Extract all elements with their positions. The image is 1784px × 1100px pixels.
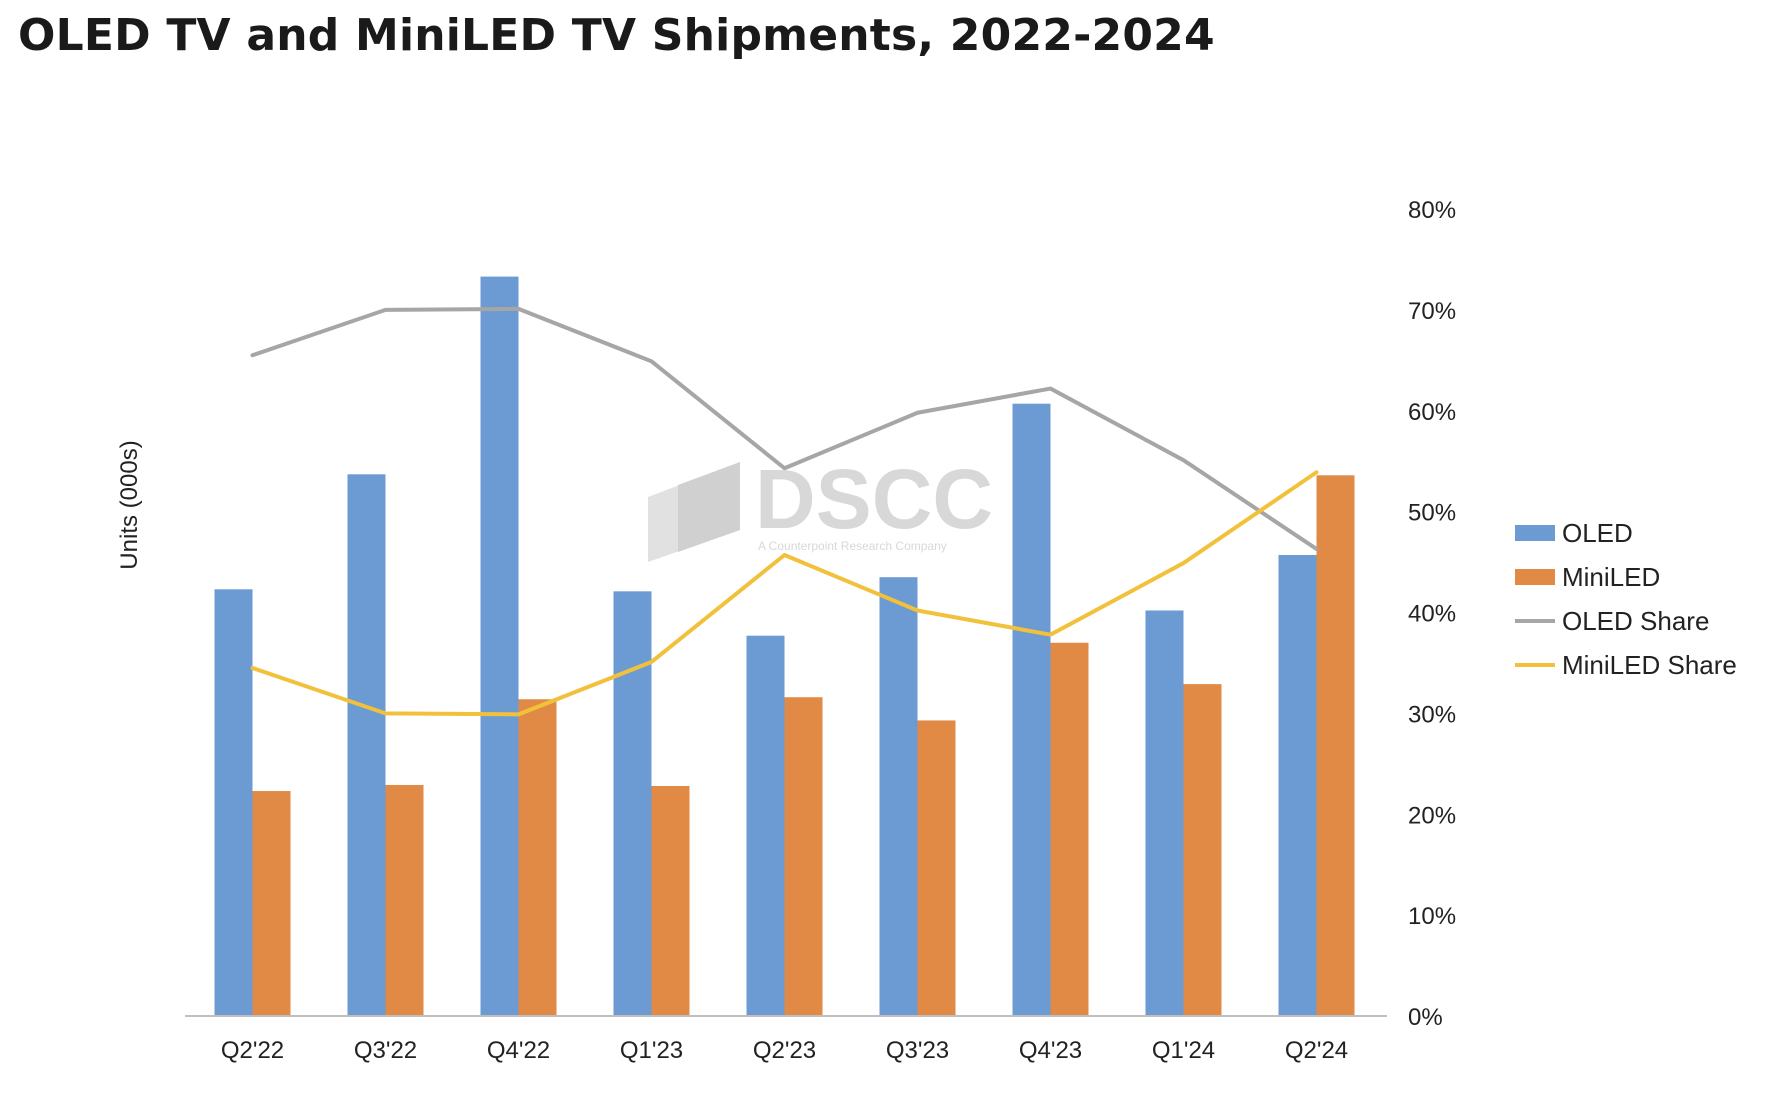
bar-miniled-6 — [1050, 642, 1089, 1016]
bar-oled-0 — [214, 589, 253, 1016]
watermark: DSCC A Counterpoint Research Company — [648, 452, 993, 562]
legend-swatch-miniled — [1515, 569, 1555, 585]
y-axis-label: Units (000s) — [116, 440, 143, 569]
y2-tick-label: 30% — [1408, 701, 1456, 728]
x-tick-label: Q1'24 — [1152, 1037, 1215, 1064]
x-tick-label: Q2'24 — [1285, 1037, 1348, 1064]
x-axis-ticks: Q2'22 Q3'22 Q4'22 Q1'23 Q2'23 Q3'23 Q4'23 Q1'24… — [221, 1037, 1348, 1064]
y2-tick-label: 60% — [1408, 399, 1456, 426]
y2-tick-label: 10% — [1408, 903, 1456, 930]
bar-miniled-0 — [252, 791, 291, 1016]
y2-tick-label: 20% — [1408, 802, 1456, 829]
x-tick-label: Q2'23 — [753, 1037, 816, 1064]
bar-oled-8 — [1278, 555, 1317, 1016]
bar-oled-5 — [879, 577, 918, 1016]
x-tick-label: Q4'23 — [1019, 1037, 1082, 1064]
line-miniled-share — [250, 470, 1319, 717]
watermark-brand: DSCC — [755, 452, 993, 546]
bar-oled-6 — [1012, 403, 1051, 1017]
bar-oled-7 — [1145, 610, 1184, 1016]
legend-label-miniled-share: MiniLED Share — [1562, 650, 1737, 680]
bar-oled-2 — [480, 276, 519, 1016]
line-oled-share — [250, 306, 1319, 551]
bar-miniled-7 — [1183, 684, 1222, 1016]
y2-tick-label: 50% — [1408, 500, 1456, 527]
y2-tick-label: 0% — [1408, 1004, 1443, 1031]
bar-miniled-2 — [518, 699, 557, 1016]
bar-oled-4 — [746, 635, 785, 1016]
watermark-logo-shade-icon — [678, 462, 740, 552]
bar-oled-3 — [613, 591, 652, 1016]
legend-label-miniled: MiniLED — [1562, 562, 1660, 592]
bar-miniled-1 — [385, 784, 424, 1016]
bars-layer — [214, 276, 1355, 1017]
x-tick-label: Q2'22 — [221, 1037, 284, 1064]
legend-swatch-oled — [1515, 525, 1555, 541]
y2-axis-ticks: 0% 10% 20% 30% 40% 50% 60% 70% 80% — [1408, 197, 1456, 1031]
x-tick-label: Q3'22 — [354, 1037, 417, 1064]
bar-miniled-4 — [784, 697, 823, 1016]
bar-oled-1 — [347, 474, 386, 1016]
x-tick-label: Q1'23 — [620, 1037, 683, 1064]
legend-label-oled: OLED — [1562, 518, 1633, 548]
y2-tick-label: 40% — [1408, 601, 1456, 628]
legend: OLED MiniLED OLED Share MiniLED Share — [1515, 518, 1737, 680]
bar-miniled-3 — [651, 786, 690, 1016]
bar-miniled-5 — [917, 720, 956, 1016]
y2-tick-label: 80% — [1408, 197, 1456, 224]
lines-layer — [250, 306, 1319, 717]
y2-tick-label: 70% — [1408, 298, 1456, 325]
legend-label-oled-share: OLED Share — [1562, 606, 1709, 636]
watermark-tagline: A Counterpoint Research Company — [758, 539, 947, 553]
x-tick-label: Q3'23 — [886, 1037, 949, 1064]
page-title: OLED TV and MiniLED TV Shipments, 2022-2… — [18, 10, 1215, 61]
x-tick-label: Q4'22 — [487, 1037, 550, 1064]
bar-miniled-8 — [1316, 475, 1355, 1016]
